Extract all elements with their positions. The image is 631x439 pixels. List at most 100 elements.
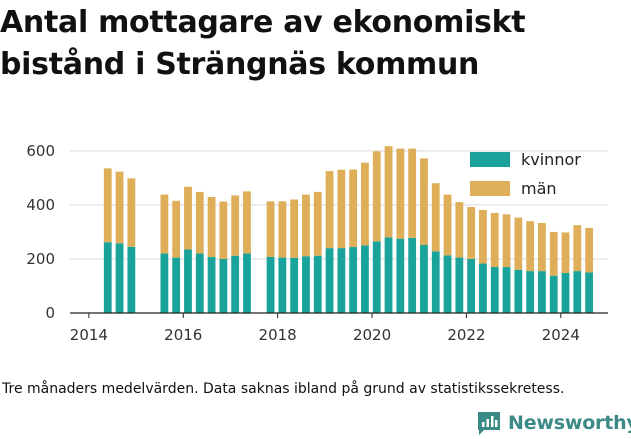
legend-label-man: män (521, 179, 557, 198)
bar-man (408, 148, 417, 238)
bar-man (372, 151, 381, 242)
bar-man (231, 195, 240, 256)
y-tick-label: 600 (26, 142, 55, 160)
bar-kvinnor (467, 258, 476, 313)
bar-man (172, 200, 181, 258)
bar-kvinnor (561, 272, 570, 313)
bar-man (184, 186, 192, 250)
bar-kvinnor (184, 249, 192, 313)
bar-man (195, 191, 204, 254)
bar-man (443, 194, 452, 256)
bar-man (266, 201, 275, 257)
bar-kvinnor (490, 267, 499, 313)
bar-man (467, 207, 476, 259)
bar-kvinnor (219, 258, 228, 313)
bar-kvinnor (585, 272, 594, 313)
bar-man (160, 194, 169, 254)
x-tick-label: 2022 (447, 326, 485, 344)
bar-kvinnor (231, 255, 240, 313)
y-tick-label: 400 (26, 196, 55, 214)
bar-man (502, 214, 511, 268)
bar-man (420, 158, 428, 245)
footnote: Tre månaders medelvärden. Data saknas ib… (2, 381, 565, 397)
bar-kvinnor (443, 255, 452, 313)
bar-kvinnor (103, 242, 112, 313)
newsworthy-icon (478, 412, 500, 435)
bar-kvinnor (420, 244, 428, 313)
bar-man (337, 169, 346, 249)
bar-kvinnor (302, 256, 310, 313)
y-tick-label: 200 (26, 250, 55, 268)
bar-man (278, 201, 287, 258)
bar-man (115, 171, 124, 244)
bar-man (243, 191, 251, 254)
bar-kvinnor (549, 275, 558, 313)
bar-kvinnor (396, 238, 405, 313)
bar-man (361, 162, 369, 246)
bar-kvinnor (207, 257, 216, 313)
bar-kvinnor (266, 256, 275, 313)
bar-man (207, 197, 216, 258)
bar-kvinnor (127, 246, 136, 313)
bar-man (573, 225, 582, 272)
bar-man (127, 178, 136, 247)
x-tick-label: 2024 (542, 326, 580, 344)
bar-kvinnor (538, 271, 546, 313)
bar-kvinnor (372, 241, 381, 313)
bar-kvinnor (514, 269, 523, 313)
bar-man (325, 171, 334, 249)
bar-man (290, 199, 299, 258)
bar-man (585, 227, 594, 273)
bar-man (549, 231, 558, 276)
bar-kvinnor (479, 263, 487, 313)
bar-man (302, 194, 310, 257)
newsworthy-logo[interactable]: Newsworthy (476, 409, 631, 437)
x-tick-label: 2016 (164, 326, 202, 344)
legend-swatch-kvinnor (470, 152, 510, 167)
axes: 0 200 400 600 2014 2016 2018 2020 2022 2024 (26, 142, 608, 344)
bar-kvinnor (361, 245, 369, 313)
bar-kvinnor (408, 237, 417, 313)
bar-man (455, 202, 464, 258)
bar-man (514, 217, 523, 270)
x-tick-label: 2018 (259, 326, 297, 344)
bar-man (313, 191, 322, 256)
legend: kvinnor män (470, 150, 581, 198)
bar-man (384, 146, 393, 238)
y-tick-label: 0 (45, 304, 55, 322)
bar-man (479, 210, 487, 264)
chart-area: 0 200 400 600 2014 2016 2018 2020 2022 2024 kvinn… (0, 140, 631, 355)
bar-kvinnor (431, 251, 440, 313)
bar-kvinnor (526, 271, 535, 313)
bar-kvinnor (325, 248, 334, 313)
bar-man (219, 201, 228, 259)
bar-man (396, 148, 405, 239)
bar-man (103, 168, 112, 243)
bar-man (526, 221, 535, 272)
bar-kvinnor (313, 255, 322, 313)
bar-kvinnor (172, 257, 181, 313)
bar-kvinnor (160, 253, 169, 313)
bar-kvinnor (195, 253, 204, 313)
legend-swatch-man (470, 181, 510, 196)
legend-label-kvinnor: kvinnor (521, 150, 581, 169)
bar-man (490, 212, 499, 268)
bar-man (431, 183, 440, 252)
chart-title: Antal mottagare av ekonomiskt bistånd i … (0, 5, 526, 82)
bar-kvinnor (290, 257, 299, 313)
bars (103, 146, 594, 313)
bar-kvinnor (573, 271, 582, 313)
bar-kvinnor (115, 243, 124, 313)
bar-kvinnor (349, 247, 358, 313)
bar-kvinnor (243, 253, 251, 313)
bar-man (349, 169, 358, 248)
bar-kvinnor (278, 257, 287, 313)
brand-name: Newsworthy (508, 412, 631, 434)
stacked-bar-chart: 0 200 400 600 2014 2016 2018 2020 2022 2024 kvinn… (26, 142, 608, 344)
x-tick-label: 2020 (353, 326, 391, 344)
bar-kvinnor (502, 267, 511, 313)
bar-kvinnor (337, 248, 346, 313)
bar-man (538, 222, 546, 272)
bar-man (561, 232, 570, 273)
bar-kvinnor (455, 257, 464, 313)
